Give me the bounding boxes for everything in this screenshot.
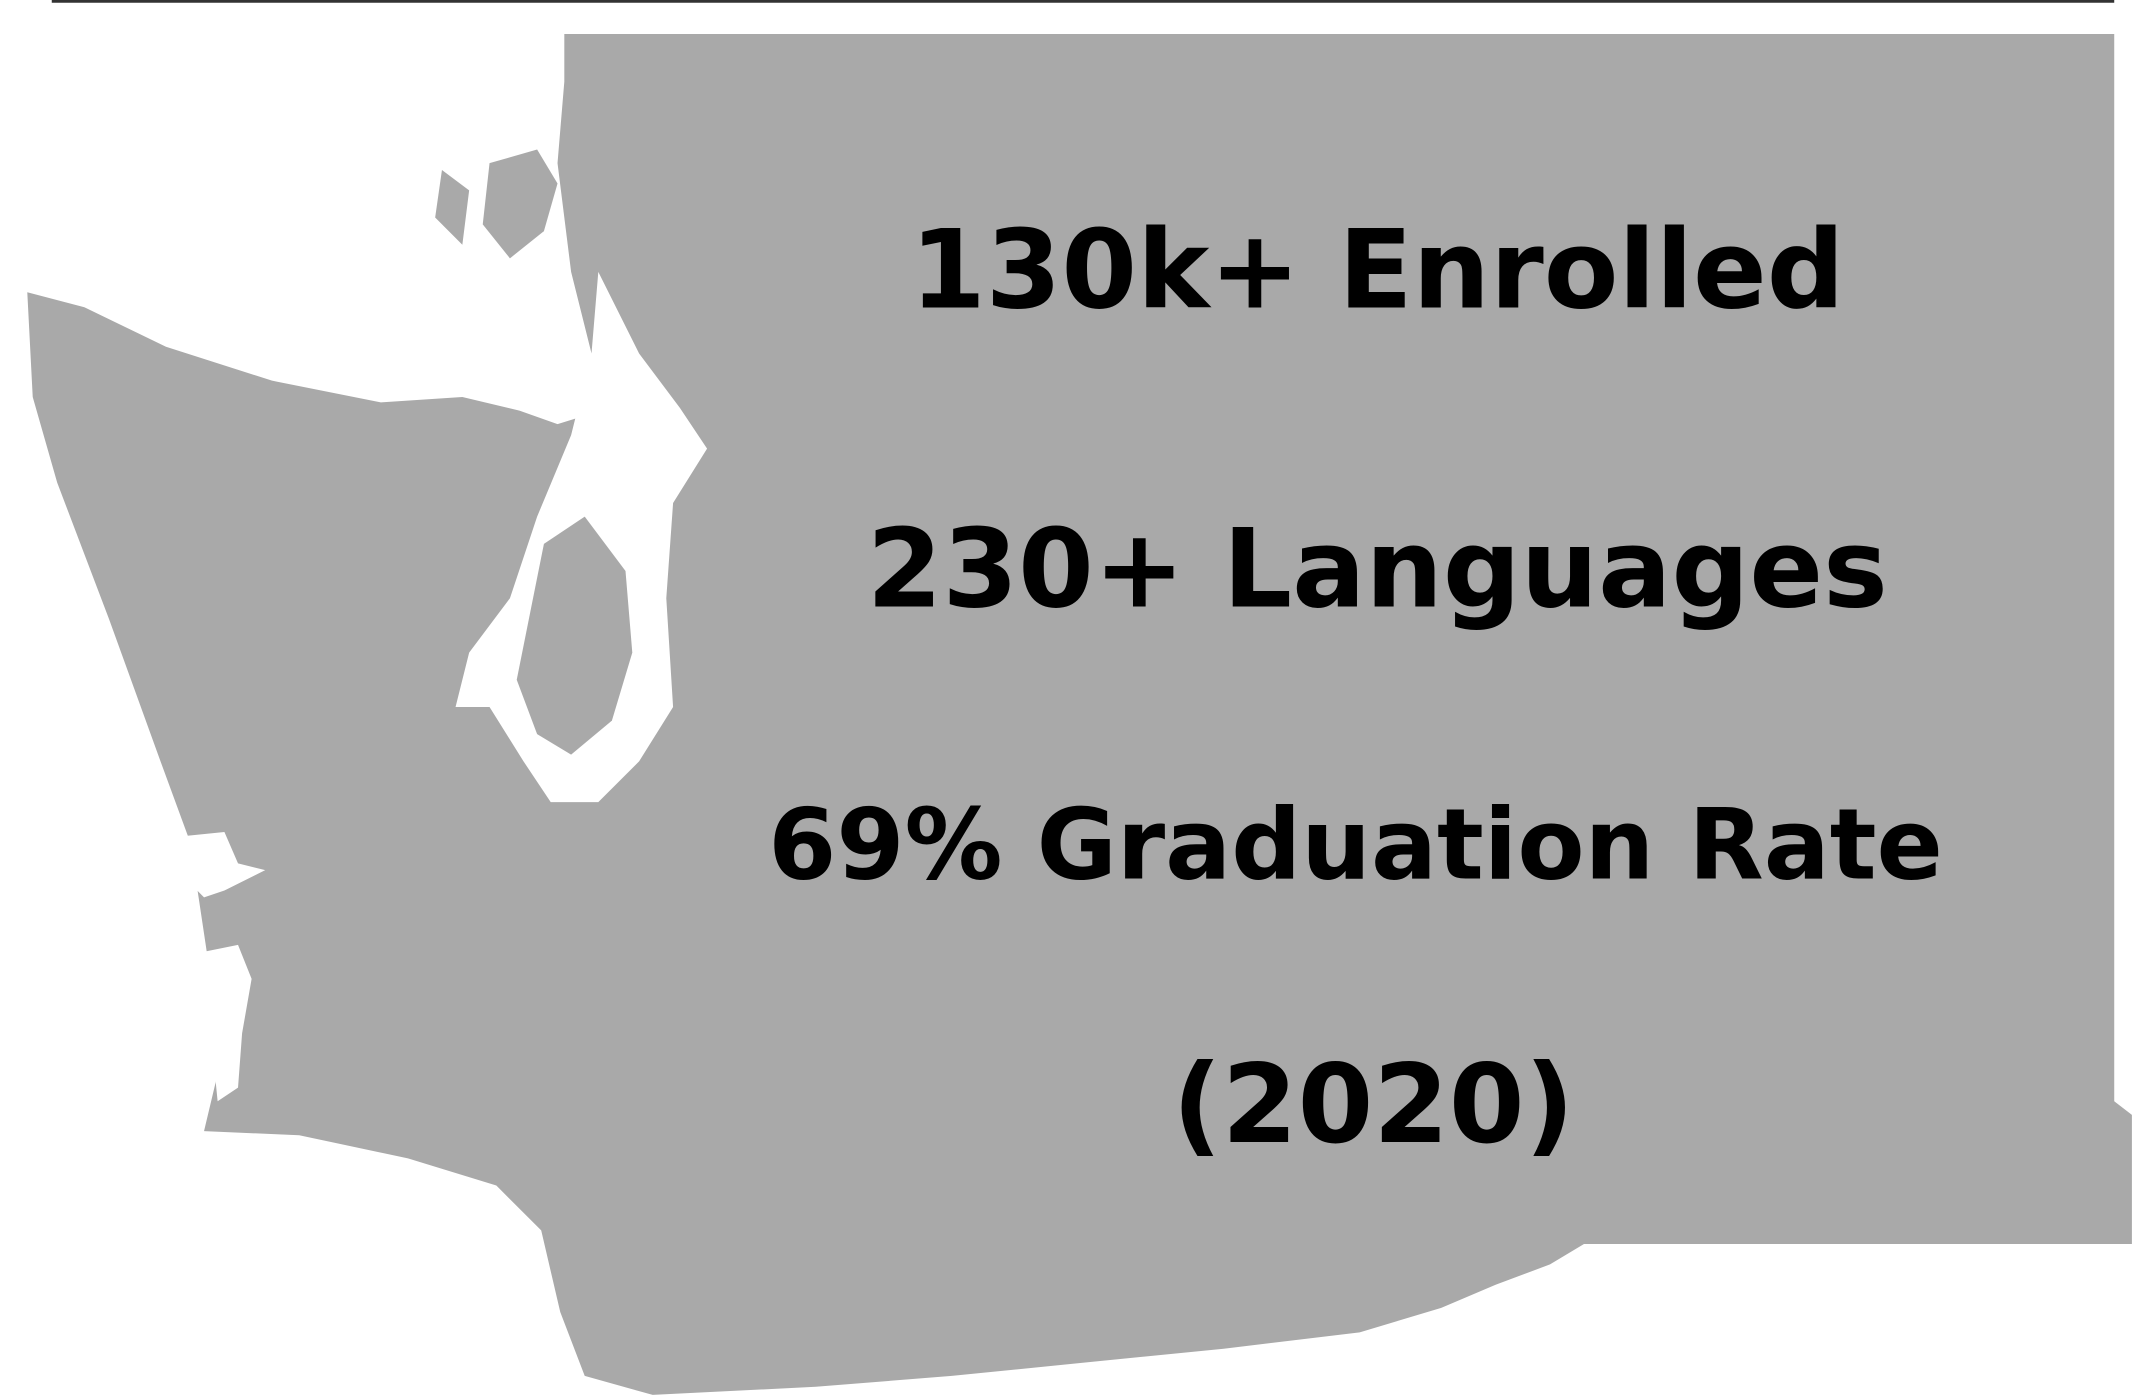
stats: 130k+ Enrolled 230+ Languages 69% Gradua… [768,206,1943,1168]
state-shape [27,33,2132,1395]
stat-line: 69% Graduation Rate [768,788,1943,902]
stat-line: (2020) [1172,1041,1574,1168]
grays-harbor [183,832,266,898]
island [482,149,558,259]
stat-line: 130k+ Enrolled [910,206,1845,333]
water [183,271,708,1102]
state-map [27,33,2132,1395]
willapa-bay [204,944,252,1102]
hood-canal-land [516,516,633,755]
island [435,169,470,245]
stat-line: 230+ Languages [867,505,1888,632]
